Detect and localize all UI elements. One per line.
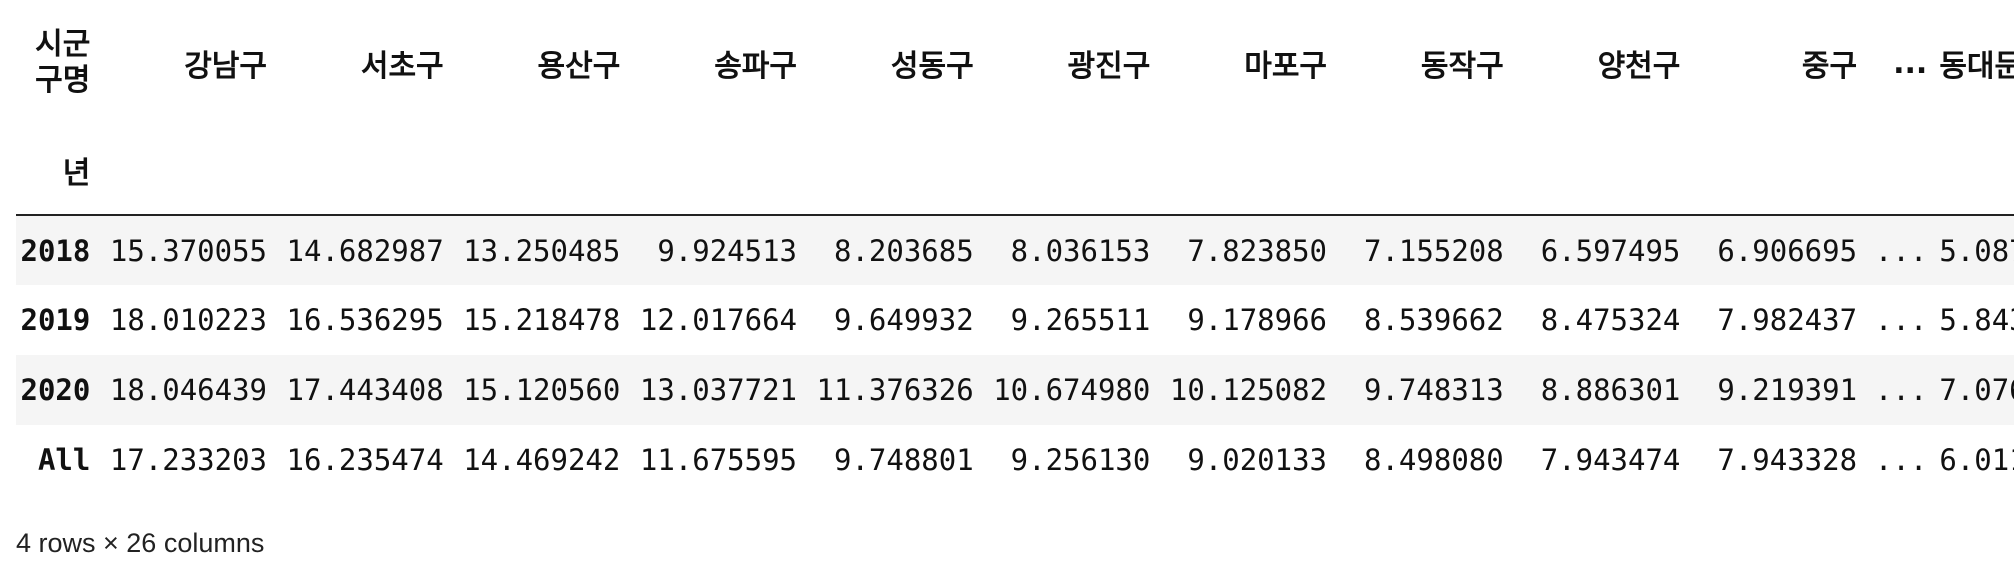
table-cell: 9.219391	[1717, 373, 1858, 407]
table-cell: 8.886301	[1540, 373, 1681, 407]
table-cell: 5.087	[1939, 233, 2014, 268]
column-header: 강남구	[184, 49, 267, 84]
columns-axis-name-line-1: 시군	[35, 27, 91, 62]
table-cell: 9.748313	[1364, 373, 1504, 407]
table-cell: 17.233203	[109, 443, 267, 477]
column-header-ellipsis: ...	[1893, 45, 1928, 81]
table-cell: 5.843	[1939, 303, 2014, 337]
table-cell: 7.076	[1939, 373, 2014, 407]
table-cell: 11.675595	[639, 443, 798, 477]
table-header: 시군 구명 강남구 서초구 용산구 송파구 성동구 광진구 마포구 동작구 양천…	[16, 0, 2014, 215]
table-row: All 17.233203 16.235474 14.469242 11.675…	[16, 425, 2014, 495]
table-cell: 14.682987	[286, 233, 444, 268]
table-cell: 9.020133	[1187, 443, 1328, 477]
table-row: 2019 18.010223 16.536295 15.218478 12.01…	[16, 285, 2014, 355]
table-cell: 10.125082	[1169, 373, 1328, 407]
index-name-row: 년	[16, 126, 2014, 215]
table-cell: 14.469242	[463, 443, 621, 477]
table-cell: 9.256130	[1010, 443, 1151, 477]
table-row: 2018 15.370055 14.682987 13.250485 9.924…	[16, 215, 2014, 285]
table-cell: 7.823850	[1187, 233, 1328, 268]
column-header: 마포구	[1244, 49, 1328, 84]
row-index: All	[37, 443, 91, 477]
columns-axis-name-line-2: 구명	[35, 63, 91, 98]
table-cell: 8.203685	[834, 233, 974, 268]
table-cell: 6.906695	[1717, 233, 1858, 268]
column-header: 동작구	[1420, 49, 1504, 84]
table-cell: 13.250485	[463, 233, 621, 268]
table-cell: 18.046439	[109, 373, 267, 407]
table-cell: 6.597495	[1540, 233, 1681, 268]
table-cell: 17.443408	[286, 373, 444, 407]
table-cell: 18.010223	[109, 303, 267, 337]
row-index: 2019	[20, 303, 91, 337]
table-cell: 9.265511	[1010, 303, 1151, 337]
column-header: 동대문구	[1939, 49, 2014, 84]
column-header-row: 시군 구명 강남구 서초구 용산구 송파구 성동구 광진구 마포구 동작구 양천…	[16, 0, 2014, 126]
columns-axis-name: 시군 구명	[16, 0, 102, 126]
table-cell: 16.235474	[286, 443, 444, 477]
table-cell-ellipsis: ...	[1874, 233, 1928, 268]
table-cell-ellipsis: ...	[1874, 443, 1928, 477]
table-cell: 9.178966	[1187, 303, 1328, 337]
table-cell: 10.674980	[993, 373, 1151, 407]
dataframe-shape-caption: 4 rows × 26 columns	[16, 528, 265, 558]
table-cell: 6.011	[1939, 443, 2014, 477]
dataframe-output: 시군 구명 강남구 서초구 용산구 송파구 성동구 광진구 마포구 동작구 양천…	[16, 0, 2014, 584]
column-header: 서초구	[360, 49, 444, 84]
table-cell: 7.943474	[1540, 443, 1681, 477]
column-header: 성동구	[890, 49, 974, 84]
column-header: 광진구	[1067, 49, 1151, 84]
table-cell: 9.924513	[657, 233, 798, 268]
table-cell: 11.376326	[816, 373, 974, 407]
table-cell: 15.120560	[463, 373, 621, 407]
table-body: 2018 15.370055 14.682987 13.250485 9.924…	[16, 215, 2014, 495]
table-cell-ellipsis: ...	[1874, 303, 1928, 337]
table-cell: 7.982437	[1717, 303, 1858, 337]
column-header: 송파구	[714, 49, 798, 84]
table-row: 2020 18.046439 17.443408 15.120560 13.03…	[16, 355, 2014, 425]
column-header: 용산구	[537, 49, 621, 84]
table-cell: 8.498080	[1364, 443, 1504, 477]
row-index: 2020	[20, 373, 91, 407]
table-cell: 9.649932	[834, 303, 974, 337]
table-cell: 7.943328	[1717, 443, 1858, 477]
table-cell-ellipsis: ...	[1874, 373, 1928, 407]
table-cell: 15.370055	[109, 233, 267, 268]
dataframe-table: 시군 구명 강남구 서초구 용산구 송파구 성동구 광진구 마포구 동작구 양천…	[16, 0, 2014, 495]
table-cell: 7.155208	[1364, 233, 1504, 268]
table-cell: 16.536295	[286, 303, 444, 337]
table-cell: 8.036153	[1010, 233, 1151, 268]
table-cell: 12.017664	[639, 303, 798, 337]
table-cell: 8.475324	[1540, 303, 1681, 337]
column-header: 양천구	[1597, 49, 1681, 84]
row-index: 2018	[20, 233, 91, 268]
table-cell: 15.218478	[463, 303, 621, 337]
column-header: 중구	[1801, 49, 1858, 84]
table-cell: 8.539662	[1364, 303, 1504, 337]
table-cell: 13.037721	[639, 373, 798, 407]
index-name: 년	[62, 156, 91, 191]
table-cell: 9.748801	[834, 443, 974, 477]
